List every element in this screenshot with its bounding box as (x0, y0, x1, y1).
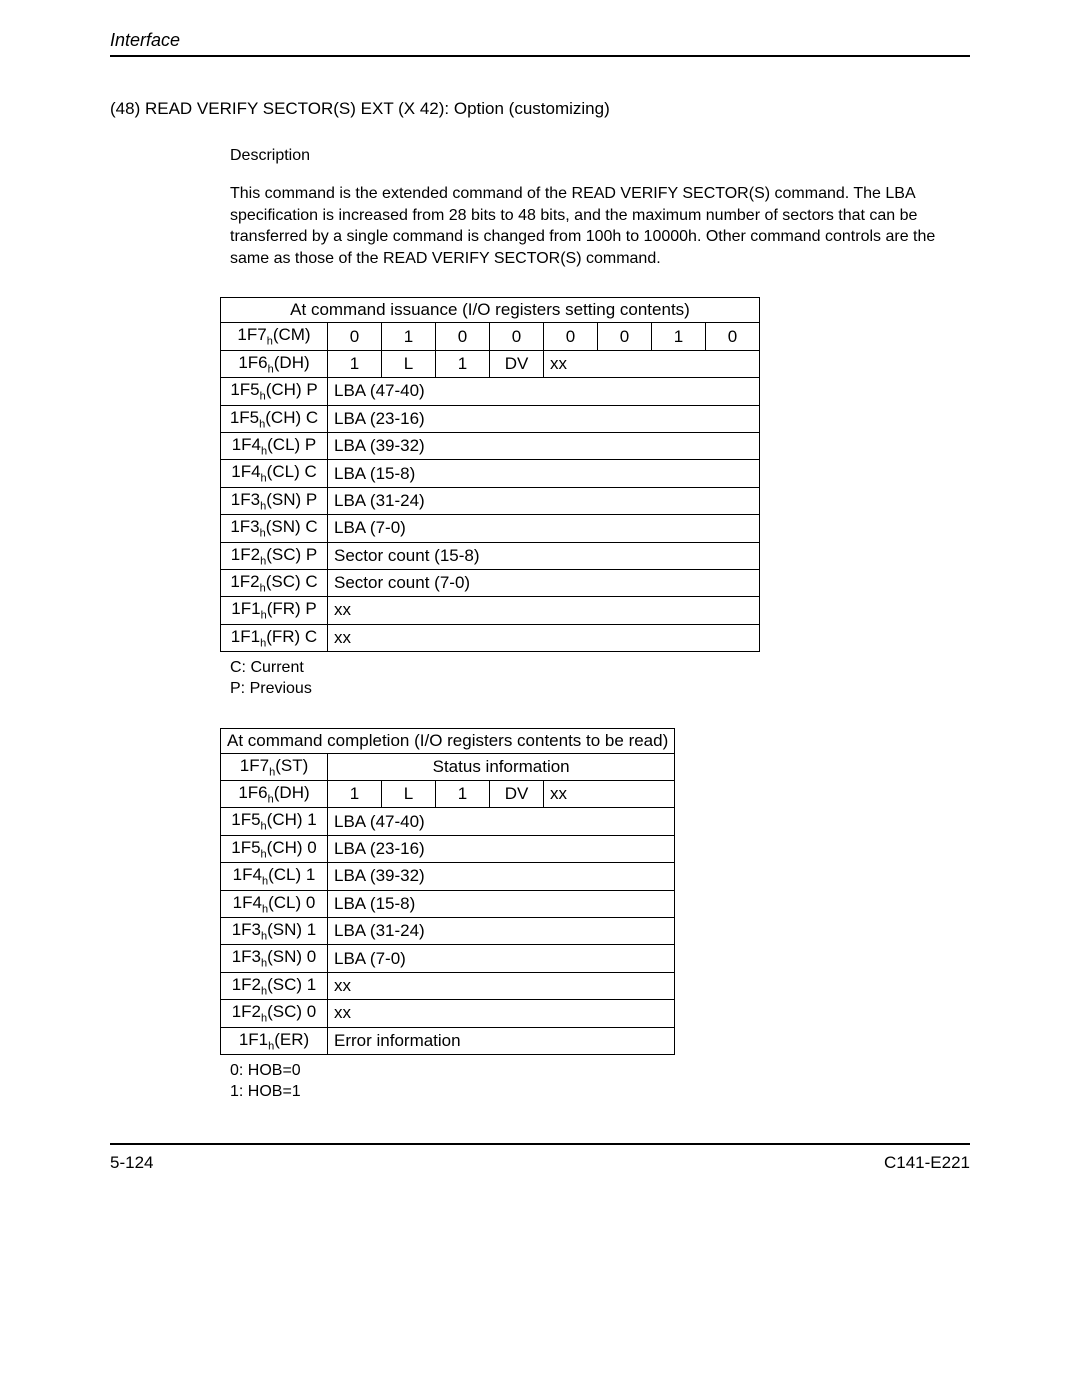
table-row: 1F5h(CH) 1LBA (47-40) (221, 808, 675, 835)
note-hob1: 1: HOB=1 (230, 1082, 970, 1103)
table-row: 1F2h(SC) 0xx (221, 1000, 675, 1027)
table-row: 1F3h(SN) 0LBA (7-0) (221, 945, 675, 972)
issuance-table: At command issuance (I/O registers setti… (220, 297, 760, 652)
table-row: 1F6h(DH) 1 L 1 DV xx (221, 350, 760, 377)
table-row: 1F5h(CH) 0LBA (23-16) (221, 835, 675, 862)
table-row: 1F7h(CM) 0 1 0 0 0 0 1 0 (221, 323, 760, 350)
table-row: 1F6h(DH) 1 L 1 DV xx (221, 781, 675, 808)
table-row: 1F3h(SN) 1LBA (31-24) (221, 918, 675, 945)
table-row: 1F4h(CL) 1LBA (39-32) (221, 863, 675, 890)
table-row: 1F3h(SN) CLBA (7-0) (221, 515, 760, 542)
note-hob0: 0: HOB=0 (230, 1061, 970, 1082)
note-previous: P: Previous (230, 679, 970, 700)
table-row: 1F5h(CH) CLBA (23-16) (221, 405, 760, 432)
table-row: 1F1h(ER)Error information (221, 1027, 675, 1054)
table-row: 1F3h(SN) PLBA (31-24) (221, 487, 760, 514)
table-row: 1F2h(SC) PSector count (15-8) (221, 542, 760, 569)
description-label: Description (230, 147, 970, 165)
completion-table: At command completion (I/O registers con… (220, 728, 675, 1055)
table-row: 1F1h(FR) Cxx (221, 624, 760, 651)
page-header: Interface (110, 30, 970, 57)
table-row: 1F4h(CL) 0LBA (15-8) (221, 890, 675, 917)
description-text: This command is the extended command of … (230, 183, 970, 269)
issuance-title: At command issuance (I/O registers setti… (221, 298, 760, 323)
completion-title: At command completion (I/O registers con… (221, 728, 675, 753)
table-row: 1F2h(SC) CSector count (7-0) (221, 569, 760, 596)
table-row: 1F1h(FR) Pxx (221, 597, 760, 624)
table-row: 1F5h(CH) PLBA (47-40) (221, 378, 760, 405)
doc-code: C141-E221 (884, 1153, 970, 1173)
section-title: (48) READ VERIFY SECTOR(S) EXT (X 42): O… (110, 99, 970, 119)
table-row: 1F7h(ST) Status information (221, 753, 675, 780)
table-row: 1F4h(CL) PLBA (39-32) (221, 432, 760, 459)
page-number: 5-124 (110, 1153, 153, 1173)
table-row: 1F2h(SC) 1xx (221, 972, 675, 999)
table-row: 1F4h(CL) CLBA (15-8) (221, 460, 760, 487)
note-current: C: Current (230, 658, 970, 679)
